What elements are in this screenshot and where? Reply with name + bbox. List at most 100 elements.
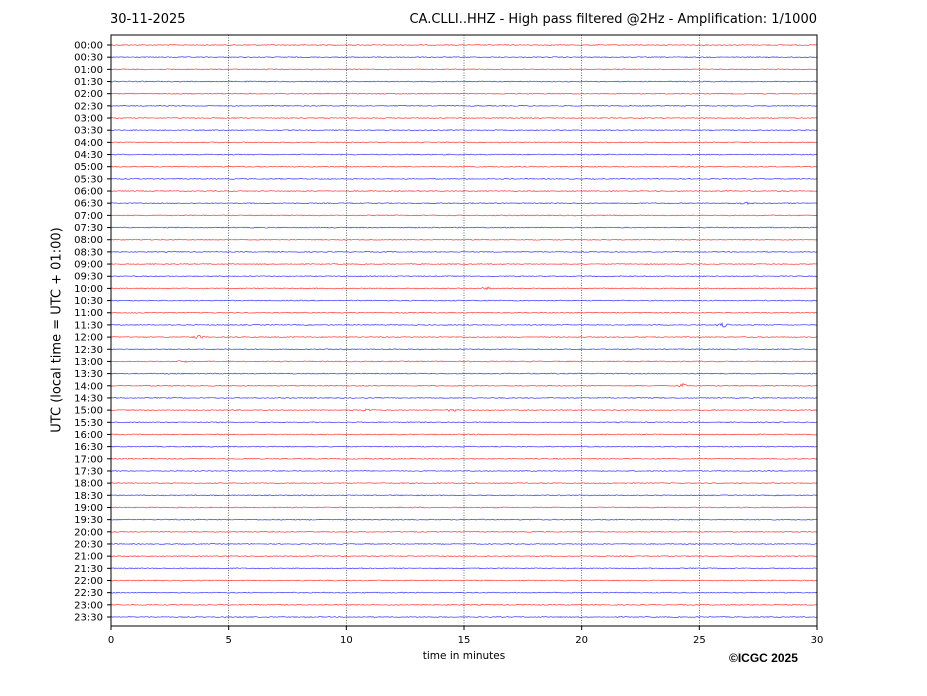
y-tick-label: 09:00: [74, 260, 103, 271]
y-tick-label: 12:30: [74, 345, 103, 356]
y-tick-label: 20:30: [74, 539, 103, 550]
seismic-trace: [110, 56, 818, 59]
seismic-trace: [110, 543, 818, 545]
y-tick-label: 16:30: [74, 442, 103, 453]
y-tick-label: 07:00: [74, 211, 103, 222]
seismic-trace: [110, 201, 818, 205]
seismic-trace: [110, 591, 818, 594]
copyright-label: ©ICGC 2025: [729, 651, 798, 665]
y-tick-label: 01:00: [74, 65, 103, 76]
seismic-trace: [110, 382, 818, 388]
y-tick-label: 03:00: [74, 114, 103, 125]
y-tick-label: 00:30: [74, 53, 103, 64]
seismic-trace: [110, 603, 818, 606]
y-tick-label: 03:30: [74, 126, 103, 137]
seismic-trace: [110, 530, 818, 533]
seismic-trace: [110, 616, 818, 618]
y-tick-label: 11:30: [74, 320, 103, 331]
y-tick-label: 23:00: [74, 600, 103, 611]
y-tick-label: 06:30: [74, 199, 103, 210]
chart-title: CA.CLLI..HHZ - High pass filtered @2Hz -…: [409, 12, 817, 27]
y-tick-label: 18:00: [74, 479, 103, 490]
y-tick-label: 17:30: [74, 466, 103, 477]
plot-frame: [110, 34, 818, 627]
seismic-trace: [110, 457, 818, 460]
y-tick-label: 22:30: [74, 588, 103, 599]
seismic-trace: [110, 263, 818, 266]
seismic-trace: [110, 311, 818, 314]
y-tick-label: 15:00: [74, 406, 103, 417]
x-tick-label: 30: [811, 635, 824, 646]
seismic-trace: [110, 372, 818, 375]
y-tick-label: 19:30: [74, 515, 103, 526]
seismic-trace: [110, 141, 818, 144]
seismic-trace: [110, 299, 818, 302]
x-tick-label: 25: [693, 635, 706, 646]
y-tick-label: 04:00: [74, 138, 103, 149]
seismic-trace: [110, 494, 818, 497]
y-tick-label: 20:00: [74, 527, 103, 538]
y-tick-label: 02:30: [74, 101, 103, 112]
y-tick-label: 15:30: [74, 418, 103, 429]
seismic-trace: [110, 177, 818, 180]
y-tick-label: 13:00: [74, 357, 103, 368]
seismic-trace: [110, 104, 818, 107]
y-tick-label: 16:00: [74, 430, 103, 441]
seismic-trace: [110, 396, 818, 399]
seismic-trace: [110, 68, 818, 71]
seismic-trace: [110, 190, 818, 192]
y-tick-label: 18:30: [74, 491, 103, 502]
y-tick-label: 09:30: [74, 272, 103, 283]
seismic-trace: [110, 482, 818, 485]
y-tick-label: 02:00: [74, 89, 103, 100]
y-tick-label: 21:30: [74, 564, 103, 575]
y-tick-label: 19:00: [74, 503, 103, 514]
y-tick-label: 01:30: [74, 77, 103, 88]
x-tick-label: 5: [225, 635, 231, 646]
seismic-trace: [110, 286, 818, 291]
y-tick-label: 14:30: [74, 393, 103, 404]
x-axis-label: time in minutes: [422, 650, 506, 662]
y-tick-label: 08:30: [74, 247, 103, 258]
seismic-trace: [110, 214, 818, 217]
seismic-trace: [110, 129, 818, 132]
y-tick-label: 22:00: [74, 576, 103, 587]
seismic-trace: [110, 153, 818, 156]
seismic-trace: [110, 275, 818, 278]
y-tick-label: 10:00: [74, 284, 103, 295]
seismic-trace: [110, 567, 818, 570]
x-tick-label: 0: [108, 635, 114, 646]
y-tick-label: 12:00: [74, 333, 103, 344]
seismic-trace: [110, 518, 818, 521]
y-tick-label: 13:30: [74, 369, 103, 380]
seismic-trace: [110, 470, 818, 472]
seismic-trace: [110, 238, 818, 241]
seismic-trace: [110, 579, 818, 582]
seismic-trace: [110, 117, 818, 119]
seismic-trace: [110, 408, 818, 412]
y-tick-label: 04:30: [74, 150, 103, 161]
x-tick-label: 10: [340, 635, 353, 646]
y-tick-label: 07:30: [74, 223, 103, 234]
y-tick-label: 00:00: [74, 41, 103, 52]
seismic-trace: [110, 165, 818, 168]
y-tick-label: 05:00: [74, 162, 103, 173]
seismic-trace: [110, 44, 818, 46]
y-tick-label: 05:30: [74, 174, 103, 185]
seismic-trace: [110, 226, 818, 229]
seismic-trace: [110, 335, 818, 339]
seismic-trace: [110, 555, 818, 558]
date-label: 30-11-2025: [110, 12, 186, 27]
seismic-trace: [110, 445, 818, 448]
seismic-trace: [110, 421, 818, 424]
x-tick-label: 20: [575, 635, 588, 646]
seismic-trace: [110, 506, 818, 509]
y-tick-label: 23:30: [74, 613, 103, 624]
y-tick-label: 10:30: [74, 296, 103, 307]
seismic-trace: [110, 250, 818, 253]
seismic-trace: [110, 321, 818, 328]
seismic-trace: [110, 80, 818, 83]
y-tick-label: 14:00: [74, 381, 103, 392]
